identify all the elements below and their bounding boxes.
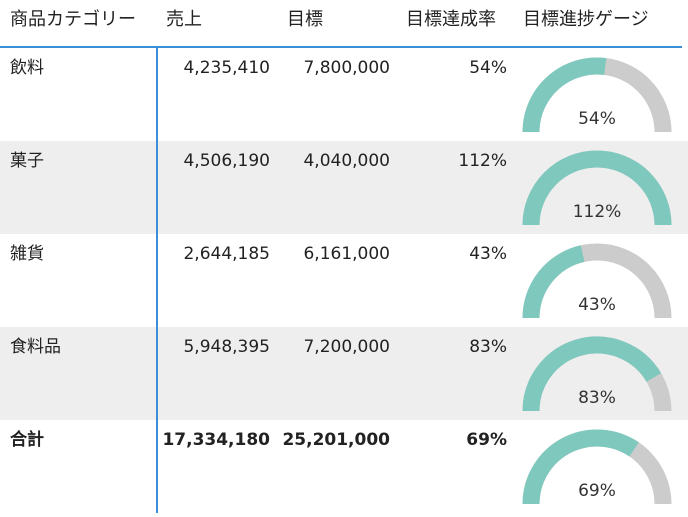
header-sales[interactable]: 売上 bbox=[166, 9, 202, 30]
cell-sales: 17,334,180 bbox=[162, 430, 270, 450]
progress-gauge: 43% bbox=[522, 242, 672, 322]
table-row-1: 菓子 4,506,190 4,040,000 112% 112% bbox=[0, 141, 688, 234]
header-target[interactable]: 目標 bbox=[287, 9, 323, 30]
cell-category: 菓子 bbox=[10, 151, 44, 171]
progress-gauge: 69% bbox=[522, 428, 672, 508]
gauge-label: 83% bbox=[578, 388, 616, 408]
header-divider bbox=[0, 46, 682, 48]
table-row-0: 飲料 4,235,410 7,800,000 54% 54% bbox=[0, 48, 688, 141]
progress-gauge: 83% bbox=[522, 335, 672, 415]
cell-target: 25,201,000 bbox=[282, 430, 390, 450]
cell-target: 7,800,000 bbox=[303, 58, 390, 78]
cell-target: 7,200,000 bbox=[303, 337, 390, 357]
cell-sales: 2,644,185 bbox=[183, 244, 270, 264]
gauge-fill bbox=[522, 429, 639, 505]
cell-sales: 5,948,395 bbox=[183, 337, 270, 357]
cell-category: 雑貨 bbox=[10, 244, 44, 264]
cell-sales: 4,506,190 bbox=[183, 151, 270, 171]
table-total-row: 合計 17,334,180 25,201,000 69% 69% bbox=[0, 420, 688, 513]
gauge-fill bbox=[522, 150, 672, 226]
table-header: 商品カテゴリー 売上 目標 目標達成率 目標進捗ゲージ bbox=[0, 0, 688, 46]
cell-target: 6,161,000 bbox=[303, 244, 390, 264]
cell-rate: 43% bbox=[469, 244, 507, 264]
cell-category: 食料品 bbox=[10, 337, 61, 357]
gauge-fill bbox=[522, 57, 607, 133]
gauge-label: 69% bbox=[578, 481, 616, 501]
table-row-3: 食料品 5,948,395 7,200,000 83% 83% bbox=[0, 327, 688, 420]
gauge-label: 112% bbox=[572, 202, 622, 222]
cell-category: 飲料 bbox=[10, 58, 44, 78]
gauge-label: 54% bbox=[578, 109, 616, 129]
gauge-label: 43% bbox=[578, 295, 616, 315]
cell-rate: 54% bbox=[469, 58, 507, 78]
header-gauge[interactable]: 目標進捗ゲージ bbox=[523, 9, 649, 30]
gauge-fill bbox=[522, 245, 585, 319]
progress-gauge: 112% bbox=[522, 149, 672, 229]
progress-gauge: 54% bbox=[522, 56, 672, 136]
cell-rate: 112% bbox=[458, 151, 507, 171]
table-row-2: 雑貨 2,644,185 6,161,000 43% 43% bbox=[0, 234, 688, 327]
cell-target: 4,040,000 bbox=[303, 151, 390, 171]
header-category[interactable]: 商品カテゴリー bbox=[10, 9, 136, 30]
gauge-fill bbox=[522, 336, 662, 412]
cell-category: 合計 bbox=[10, 430, 44, 450]
cell-rate: 83% bbox=[469, 337, 507, 357]
cell-rate: 69% bbox=[466, 430, 507, 450]
cell-sales: 4,235,410 bbox=[183, 58, 270, 78]
column-divider bbox=[156, 48, 158, 513]
header-rate[interactable]: 目標達成率 bbox=[406, 9, 496, 30]
